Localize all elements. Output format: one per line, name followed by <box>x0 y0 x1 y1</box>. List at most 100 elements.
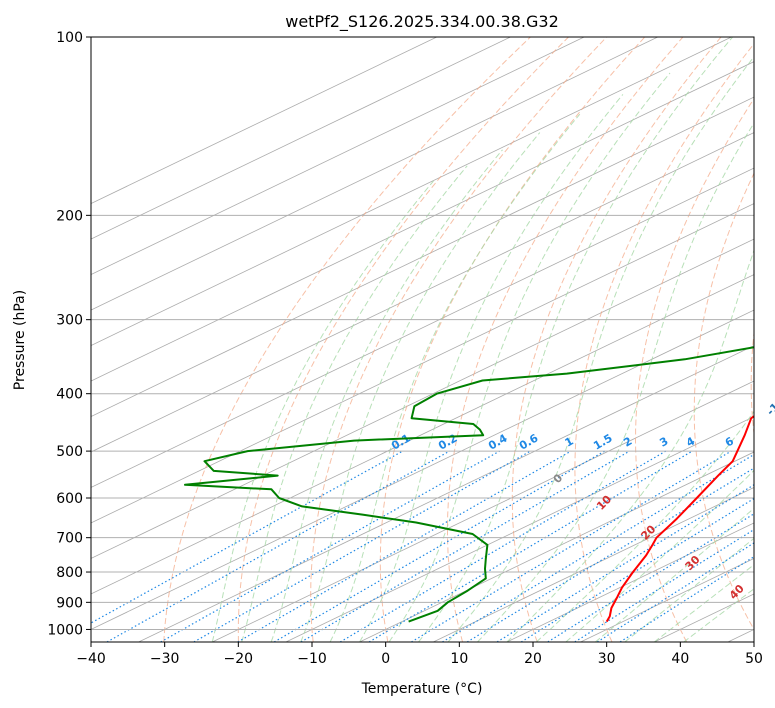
x-tick-label: −30 <box>150 651 180 667</box>
dry-adiabat-line <box>163 37 531 642</box>
mixing-ratio-line <box>520 497 754 642</box>
x-tick-label: −40 <box>76 651 106 667</box>
wetbulb-label: 10 <box>594 492 614 512</box>
dewpoint-profile-line <box>184 346 754 623</box>
y-tick-label: 300 <box>56 313 83 329</box>
y-tick-label: 500 <box>56 444 83 460</box>
y-tick-label: 700 <box>56 531 83 547</box>
isotherm-line <box>91 132 754 453</box>
x-tick-label: 10 <box>450 651 468 667</box>
y-tick-label: 200 <box>56 208 83 224</box>
isotherm-line <box>138 345 754 642</box>
dry-adiabat-line <box>634 97 754 642</box>
isotherm-line <box>212 380 754 642</box>
mixing-ratio-line <box>619 555 754 642</box>
y-tick-label: 900 <box>56 595 83 611</box>
isotherm-line <box>91 238 754 559</box>
moist-adiabat-line <box>300 132 541 642</box>
temperature-profile-line <box>605 415 754 623</box>
x-axis-label: Temperature (°C) <box>361 681 483 697</box>
dry-adiabat-line <box>237 37 569 642</box>
y-tick-label: 400 <box>56 387 83 403</box>
isotherm-line <box>91 167 754 488</box>
dry-adiabat-line <box>511 37 722 642</box>
mixing-ratio-line <box>574 528 754 642</box>
moist-adiabat-line <box>477 122 754 642</box>
isotherm-line <box>91 37 511 240</box>
mixing-ratio-line <box>466 467 754 642</box>
isotherm-line <box>91 203 754 524</box>
mixing-ratio-label: 0.2 <box>436 432 459 453</box>
dry-adiabat-line <box>693 172 754 631</box>
moist-adiabat-line <box>359 94 624 642</box>
x-tick-label: 20 <box>524 651 542 667</box>
mixing-ratio-label: 2 <box>621 435 634 450</box>
mixing-ratio-line <box>300 450 630 642</box>
mixing-ratio-line <box>496 484 754 642</box>
sounding-profiles <box>184 346 754 623</box>
moist-adiabat-line <box>506 248 754 642</box>
isotherm-line <box>91 37 658 311</box>
isotherm-line <box>285 416 754 642</box>
isotherm-line <box>91 274 754 595</box>
mixing-ratio-line <box>160 450 500 642</box>
mixing-ratio-label: 1 <box>563 435 576 450</box>
plot-frame <box>90 36 755 643</box>
mixing-ratio-line <box>442 453 754 642</box>
isotherm-line <box>91 96 754 417</box>
y-tick-label: 1000 <box>47 622 83 638</box>
isotherm-line <box>433 487 754 642</box>
mixing-ratio-line <box>106 450 450 642</box>
x-tick-label: −10 <box>297 651 327 667</box>
dry-adiabat-line <box>750 328 754 437</box>
y-axis-ticks: 100 200 300 400 500 600 700 800 900 1000 <box>47 30 91 638</box>
mixing-ratio-label: 6 <box>723 434 736 449</box>
isotherm-line <box>91 61 754 382</box>
x-tick-label: −20 <box>224 651 254 667</box>
moist-adiabat-line <box>388 72 671 642</box>
mixing-ratio-line <box>91 450 403 624</box>
background-lines <box>91 37 754 642</box>
mixing-ratio-line <box>596 542 754 642</box>
moist-adiabat-line <box>654 564 754 642</box>
x-tick-label: 30 <box>598 651 616 667</box>
isotherm-line <box>91 37 437 205</box>
isotherm-line <box>91 37 585 275</box>
moist-adiabat-line <box>241 165 468 642</box>
moist-adiabat-line <box>418 37 733 642</box>
y-tick-label: 600 <box>56 491 83 507</box>
chart-title: wetPf2_S126.2025.334.00.38.G32 <box>285 12 559 32</box>
x-tick-label: 0 <box>381 651 390 667</box>
mixing-ratio-label: 0.6 <box>517 431 541 452</box>
mixing-ratio-label: 3 <box>657 435 670 450</box>
moist-adiabat-line <box>624 537 754 642</box>
x-tick-label: 50 <box>745 651 763 667</box>
moist-adiabat-line <box>447 55 754 642</box>
isotherm-line <box>91 309 754 630</box>
dry-adiabat-line <box>447 37 684 642</box>
mixing-ratio-line <box>411 450 732 642</box>
mixing-ratio-line <box>547 513 754 642</box>
mixing-ratio-label: 0.1 <box>389 432 412 453</box>
x-tick-label: 40 <box>671 651 689 667</box>
y-axis-label: Pressure (hPa) <box>12 290 28 390</box>
isotherm-label: -10 <box>764 395 775 418</box>
isotherm-line <box>359 451 754 642</box>
isotherm-line <box>91 37 732 346</box>
moist-adiabat-line <box>594 507 754 642</box>
mixing-ratio-line <box>339 450 667 642</box>
dry-adiabat-line <box>574 42 754 642</box>
y-tick-label: 100 <box>56 30 83 46</box>
moist-adiabat-line <box>683 588 754 642</box>
mixing-ratio-line <box>368 450 693 642</box>
moist-adiabat-line <box>565 469 754 642</box>
moist-adiabat-line <box>329 113 581 642</box>
dry-adiabat-line <box>379 37 646 642</box>
moist-adiabat-line <box>536 410 754 642</box>
y-tick-label: 800 <box>56 565 83 581</box>
moist-adiabat-line <box>211 180 434 642</box>
mixing-ratio-label: 0.4 <box>486 431 510 452</box>
mixing-ratio-line <box>237 450 572 642</box>
x-axis-ticks: −40 −30 −20 −10 0 10 20 30 40 50 <box>76 642 763 667</box>
